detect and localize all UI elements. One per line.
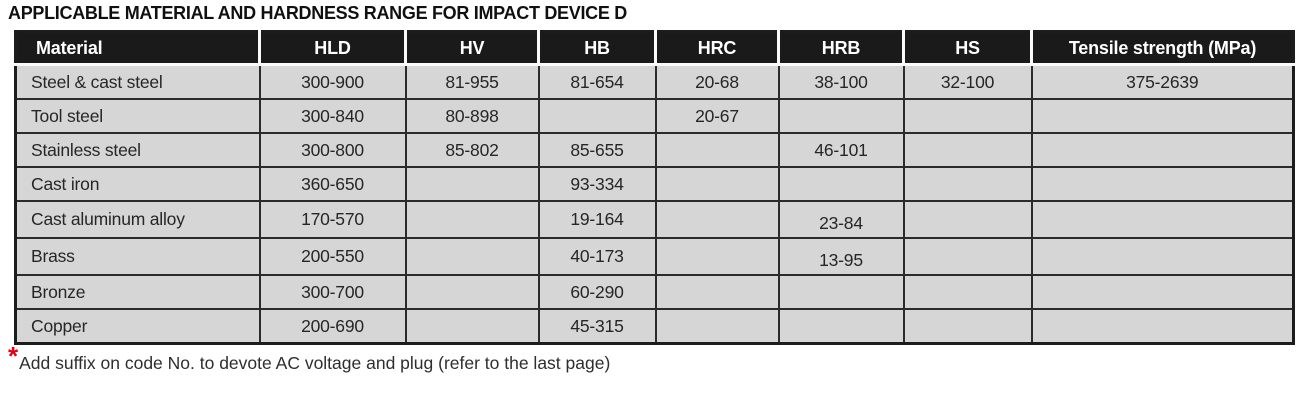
value-cell: 360-650 [258, 166, 407, 202]
value-cell [902, 237, 1033, 276]
value-cell: 20-68 [654, 63, 780, 100]
column-header-material: Material [15, 31, 260, 66]
value-cell [777, 274, 905, 310]
material-cell: Cast aluminum alloy [14, 200, 261, 239]
value-cell: 19-164 [537, 200, 657, 239]
value-cell [902, 200, 1033, 239]
value-cell: 46-101 [777, 132, 905, 168]
value-cell: 40-173 [537, 237, 657, 276]
value-cell: 375-2639 [1030, 63, 1295, 100]
value-cell: 200-690 [258, 308, 407, 345]
value-cell [777, 98, 905, 134]
page: APPLICABLE MATERIAL AND HARDNESS RANGE F… [0, 3, 1301, 415]
value-cell: 81-654 [537, 63, 657, 100]
value-cell [902, 132, 1033, 168]
footnote: *Add suffix on code No. to devote AC vol… [8, 341, 611, 373]
material-cell: Stainless steel [14, 132, 261, 168]
value-cell: 200-550 [258, 237, 407, 276]
value-cell: 60-290 [537, 274, 657, 310]
value-cell [777, 308, 905, 345]
value-cell [404, 200, 540, 239]
header-row: Material HLD HV HB HRC HRB HS Tensile st… [15, 31, 1294, 66]
value-cell [902, 308, 1033, 345]
value-cell: 81-955 [404, 63, 540, 100]
hardness-range-table: Material HLD HV HB HRC HRB HS Tensile st… [14, 30, 1295, 345]
page-title: APPLICABLE MATERIAL AND HARDNESS RANGE F… [8, 3, 627, 23]
material-cell: Tool steel [14, 98, 261, 134]
material-cell: Copper [14, 308, 261, 345]
value-cell: 80-898 [404, 98, 540, 134]
value-cell: 38-100 [777, 63, 905, 100]
value-cell: 45-315 [537, 308, 657, 345]
column-header-hv: HV [404, 31, 539, 66]
value-cell [1030, 274, 1295, 310]
value-cell [1030, 132, 1295, 168]
value-cell [1030, 98, 1295, 134]
value-cell [902, 274, 1033, 310]
column-header-hb: HB [537, 31, 656, 66]
value-cell: 32-100 [902, 63, 1033, 100]
value-cell: 13-95 [777, 237, 905, 276]
material-cell: Bronze [14, 274, 261, 310]
value-cell: 93-334 [537, 166, 657, 202]
value-cell: 300-840 [258, 98, 407, 134]
value-cell [1030, 200, 1295, 239]
value-cell: 20-67 [654, 98, 780, 134]
value-cell [902, 166, 1033, 202]
table-row: Bronze 300-700 60-290 [14, 274, 1295, 310]
value-cell [902, 98, 1033, 134]
column-header-tensile-strength: Tensile strength (MPa) [1030, 31, 1294, 66]
table-row: Steel & cast steel 300-900 81-955 81-654 20-… [14, 63, 1295, 100]
value-cell [1030, 308, 1295, 345]
material-cell: Steel & cast steel [14, 63, 261, 100]
column-header-hrb: HRB [777, 31, 904, 66]
value-cell: 300-900 [258, 63, 407, 100]
value-cell: 85-802 [404, 132, 540, 168]
table-row: Cast aluminum alloy 170-570 19-164 23-84 [14, 200, 1295, 239]
value-cell [654, 166, 780, 202]
table-body: Steel & cast steel 300-900 81-955 81-654 20-… [14, 63, 1295, 345]
table-row: Stainless steel 300-800 85-802 85-655 46-101 [14, 132, 1295, 168]
value-cell: 300-800 [258, 132, 407, 168]
value-cell [654, 308, 780, 345]
table-row: Cast iron 360-650 93-334 [14, 166, 1295, 202]
value-cell: 170-570 [258, 200, 407, 239]
value-cell [537, 98, 657, 134]
value-cell [404, 237, 540, 276]
column-header-hs: HS [902, 31, 1032, 66]
value-cell [654, 132, 780, 168]
footnote-text: Add suffix on code No. to devote AC volt… [19, 353, 611, 373]
value-cell [654, 237, 780, 276]
table-row: Copper 200-690 45-315 [14, 308, 1295, 345]
value-cell [654, 274, 780, 310]
value-cell: 85-655 [537, 132, 657, 168]
value-cell: 300-700 [258, 274, 407, 310]
table-row: Brass 200-550 40-173 13-95 [14, 237, 1295, 276]
value-cell [404, 308, 540, 345]
value-cell [404, 274, 540, 310]
material-cell: Cast iron [14, 166, 261, 202]
value-cell [1030, 237, 1295, 276]
material-cell: Brass [14, 237, 261, 276]
value-cell [777, 166, 905, 202]
column-header-hrc: HRC [654, 31, 779, 66]
column-header-hld: HLD [258, 31, 406, 66]
table-row: Tool steel 300-840 80-898 20-67 [14, 98, 1295, 134]
value-cell: 23-84 [777, 200, 905, 239]
value-cell [1030, 166, 1295, 202]
value-cell [654, 200, 780, 239]
value-cell [404, 166, 540, 202]
